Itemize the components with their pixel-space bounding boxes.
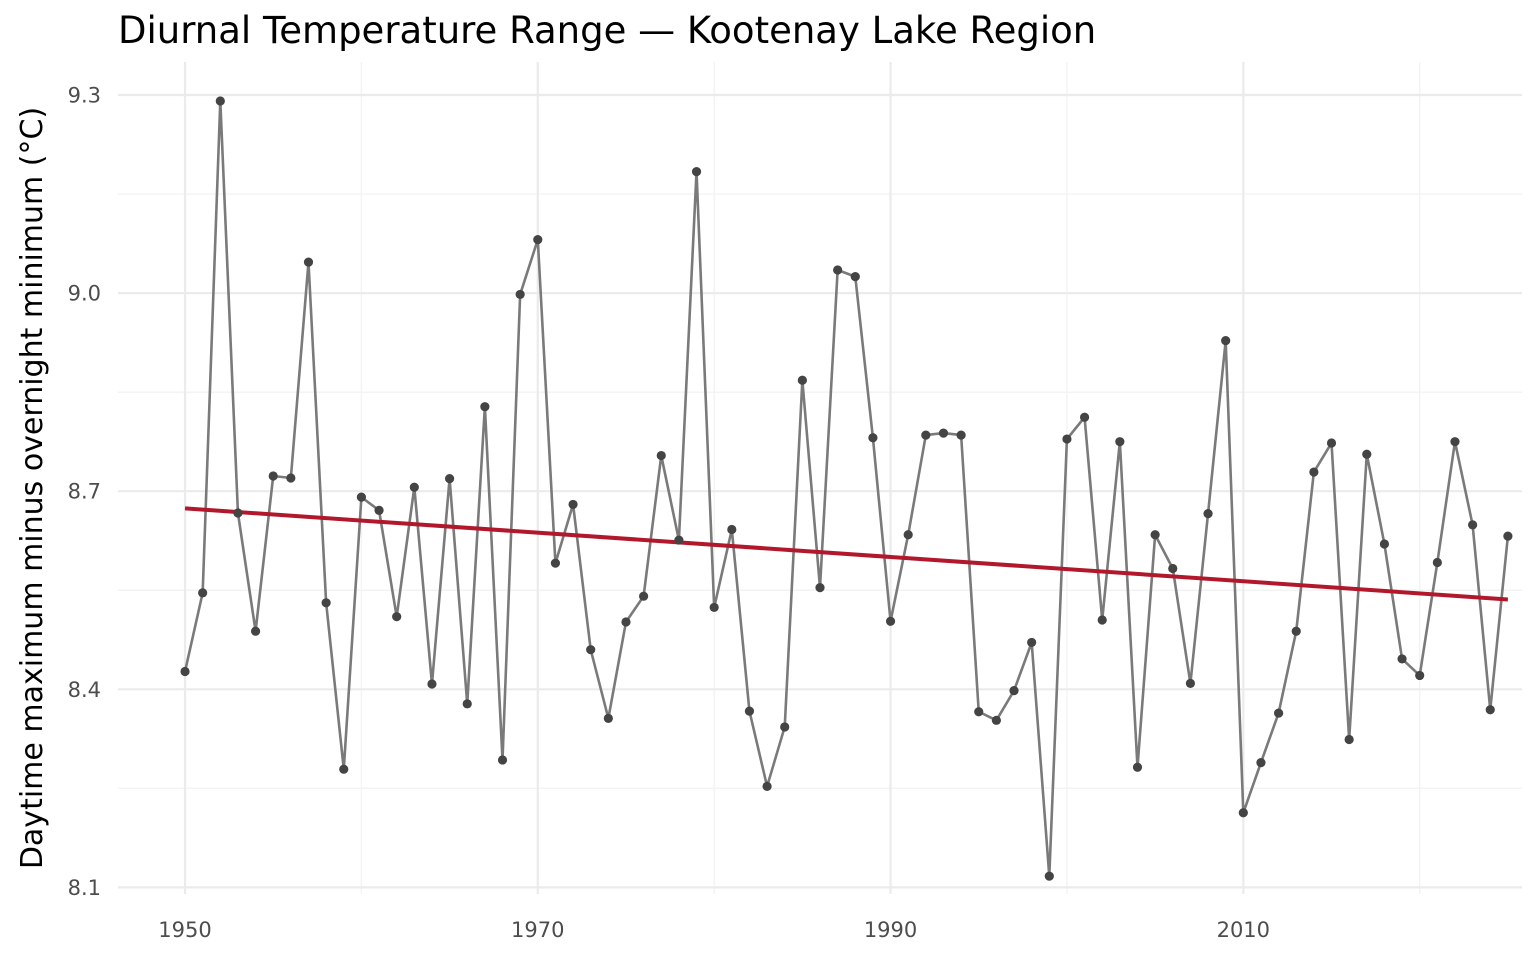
- data-point: [286, 473, 296, 483]
- data-point: [1115, 437, 1125, 447]
- y-tick-label: 8.1: [68, 876, 101, 900]
- data-point: [1379, 539, 1390, 549]
- data-point: [550, 558, 561, 568]
- data-point: [568, 499, 578, 510]
- y-tick-label: 9.3: [68, 84, 101, 108]
- data-point: [374, 505, 384, 515]
- data-point: [991, 715, 1001, 725]
- data-point: [691, 167, 702, 177]
- data-point: [515, 289, 525, 300]
- data-points: [180, 96, 1513, 881]
- data-point: [1344, 734, 1354, 745]
- data-point: [1291, 626, 1301, 636]
- data-point: [444, 474, 455, 484]
- x-tick-label: 1970: [511, 918, 564, 942]
- data-point: [1238, 808, 1248, 818]
- trend-line: [184, 506, 1509, 602]
- data-point: [268, 471, 278, 481]
- data-point: [1273, 708, 1284, 718]
- data-point: [780, 722, 790, 732]
- data-point: [850, 272, 860, 282]
- data-point: [339, 764, 349, 774]
- data-point: [815, 583, 825, 593]
- data-point: [1079, 412, 1090, 422]
- data-point: [1221, 336, 1231, 346]
- data-point: [1485, 705, 1495, 715]
- data-point: [762, 781, 772, 791]
- data-point: [180, 666, 190, 677]
- x-tick-label: 1990: [864, 918, 917, 942]
- data-point: [674, 535, 684, 545]
- data-point: [709, 602, 719, 613]
- data-point: [1185, 678, 1196, 688]
- data-point: [868, 433, 878, 443]
- data-point: [321, 598, 331, 608]
- data-point: [903, 530, 913, 540]
- data-point: [974, 707, 984, 717]
- data-point: [938, 428, 949, 438]
- data-point: [1415, 670, 1425, 681]
- data-point: [1503, 531, 1513, 541]
- data-point: [1203, 509, 1213, 519]
- y-axis-ticks: 8.1 8.4 8.7 9.0 9.3: [68, 84, 101, 900]
- data-point: [621, 617, 631, 627]
- data-point: [639, 591, 649, 601]
- data-point: [462, 699, 472, 709]
- gridlines: [118, 62, 1522, 894]
- y-tick-label: 8.7: [68, 480, 101, 504]
- series-line: [183, 99, 1510, 878]
- y-axis-label: Daytime maximum minus overnight minimum …: [15, 107, 50, 869]
- data-point: [1097, 615, 1107, 625]
- data-point: [656, 450, 666, 461]
- data-point: [1150, 530, 1160, 540]
- data-point: [533, 235, 543, 245]
- data-point: [356, 492, 367, 502]
- data-point: [833, 265, 843, 275]
- data-point: [1062, 434, 1072, 444]
- data-point: [1132, 762, 1143, 772]
- data-point: [1362, 449, 1372, 459]
- data-point: [1309, 467, 1319, 477]
- data-point: [603, 713, 613, 723]
- data-point: [1432, 557, 1442, 568]
- y-tick-label: 8.4: [68, 678, 101, 702]
- data-point: [1450, 437, 1460, 447]
- x-tick-label: 2010: [1217, 918, 1270, 942]
- data-point: [1468, 520, 1478, 530]
- data-point: [797, 375, 807, 385]
- data-point: [497, 755, 508, 765]
- data-point: [303, 257, 314, 267]
- data-point: [427, 679, 437, 689]
- data-point: [215, 96, 225, 106]
- data-point: [480, 402, 490, 412]
- data-point: [198, 588, 208, 598]
- x-axis-ticks: 1950 1970 1990 2010: [158, 918, 1270, 942]
- data-point: [250, 626, 261, 636]
- data-point: [409, 482, 419, 492]
- data-point: [956, 430, 966, 440]
- data-point: [233, 508, 243, 518]
- data-point: [1326, 438, 1337, 448]
- data-point: [885, 616, 896, 626]
- data-point: [1397, 654, 1407, 664]
- data-point: [1168, 563, 1178, 574]
- data-point: [921, 430, 931, 440]
- data-point: [744, 706, 755, 716]
- data-point: [586, 645, 596, 655]
- x-tick-label: 1950: [158, 918, 211, 942]
- data-point: [392, 612, 402, 622]
- data-point: [1027, 637, 1037, 648]
- data-point: [1256, 757, 1266, 768]
- data-point: [1044, 871, 1054, 881]
- chart-title: Diurnal Temperature Range — Kootenay Lak…: [118, 9, 1096, 52]
- y-tick-label: 9.0: [68, 282, 101, 306]
- data-point: [1009, 686, 1019, 696]
- data-point: [727, 524, 737, 535]
